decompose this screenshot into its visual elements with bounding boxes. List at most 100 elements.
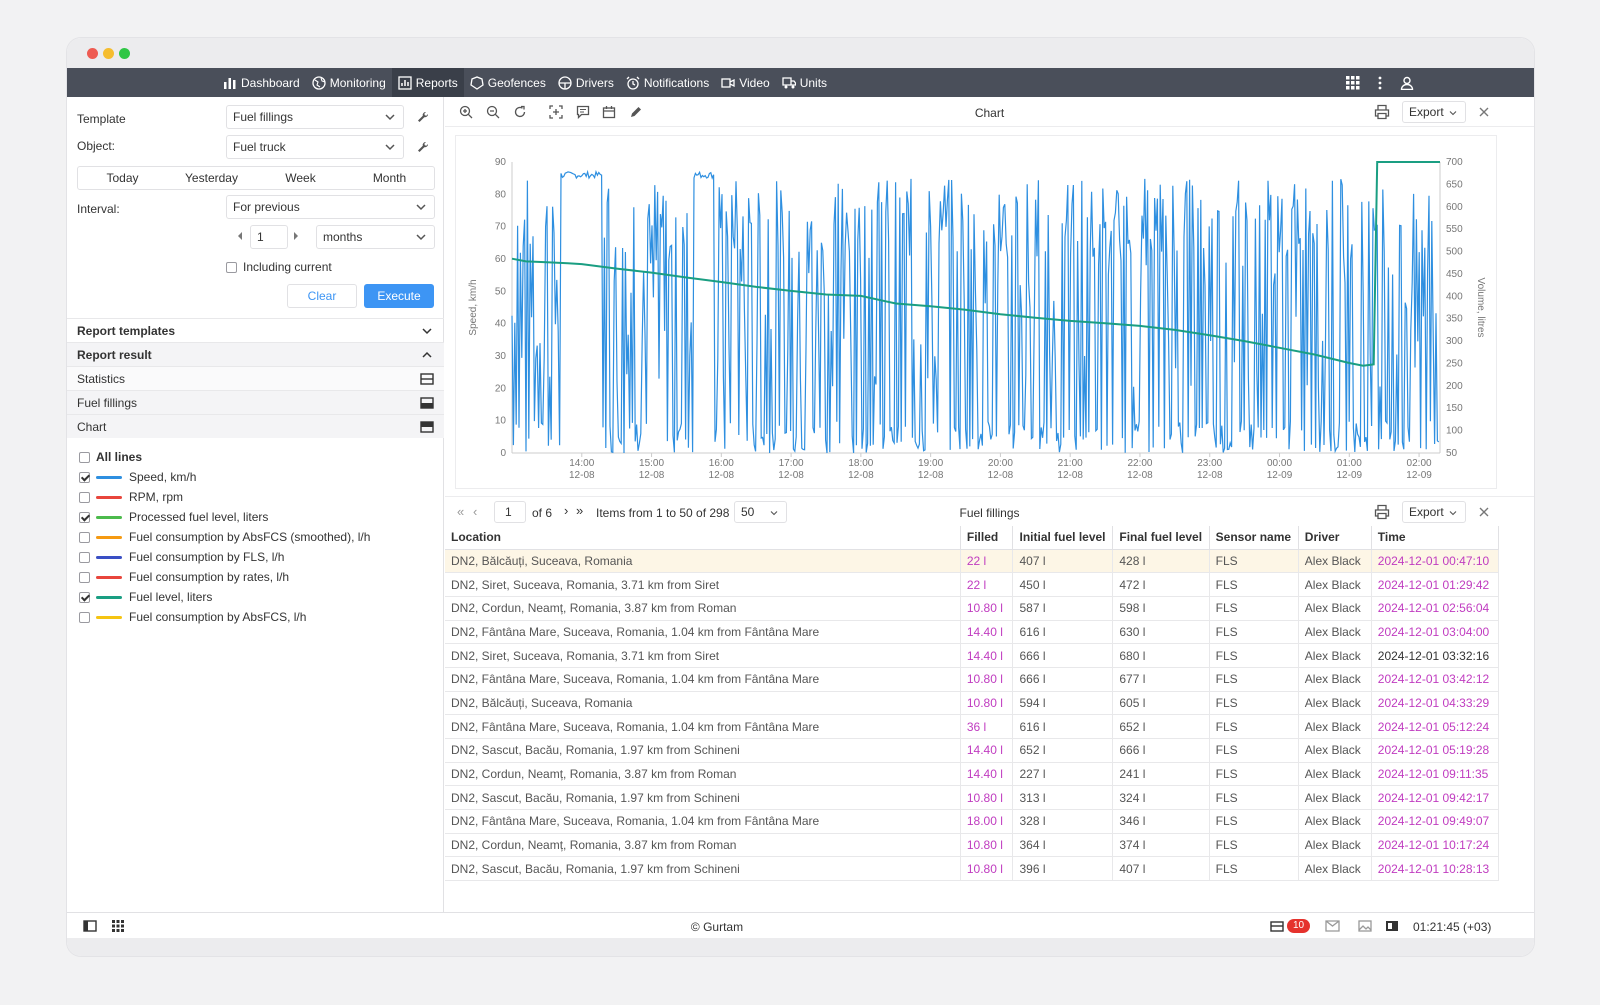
table-row[interactable]: DN2, Fântâna Mare, Suceava, Romania, 1.0… <box>445 714 1500 739</box>
table-view-icon[interactable] <box>420 373 434 385</box>
inbox-icon[interactable] <box>1270 921 1284 932</box>
legend-checkbox[interactable] <box>79 571 90 583</box>
top-panel-icon[interactable] <box>420 421 434 433</box>
first-page-icon[interactable]: « <box>457 504 465 519</box>
fuel-fillings-item[interactable]: Fuel fillings <box>67 390 444 414</box>
interval-select[interactable]: For previous <box>226 195 435 219</box>
legend-item[interactable]: Fuel consumption by AbsFCS, l/h <box>79 609 306 625</box>
legend-item[interactable]: Fuel consumption by rates, l/h <box>79 569 289 585</box>
image-icon[interactable] <box>1358 920 1372 932</box>
column-header[interactable]: Time <box>1371 526 1500 550</box>
next-page-icon[interactable]: › <box>564 503 569 518</box>
nav-item-monitoring[interactable]: Monitoring <box>306 68 392 97</box>
nav-item-drivers[interactable]: Drivers <box>552 68 620 97</box>
sidebar-toggle-icon[interactable] <box>83 920 97 932</box>
prev-page-icon[interactable]: ‹ <box>473 504 478 519</box>
legend-item[interactable]: RPM, rpm <box>79 489 183 505</box>
table-row[interactable]: DN2, Fântâna Mare, Suceava, Romania, 1.0… <box>445 667 1500 692</box>
table-row[interactable]: DN2, Bălcăuți, Suceava, Romania 10.80 l 59… <box>445 691 1500 716</box>
report-result-section[interactable]: Report result <box>67 342 444 366</box>
notification-badge[interactable]: 10 <box>1287 919 1311 933</box>
legend-checkbox[interactable] <box>79 531 90 543</box>
column-header[interactable]: Sensor name <box>1209 526 1299 550</box>
including-current-checkbox[interactable] <box>226 261 237 273</box>
legend-item[interactable]: Fuel consumption by FLS, l/h <box>79 549 284 565</box>
per-page-select[interactable]: 50 <box>734 501 787 523</box>
object-select[interactable]: Fuel truck <box>226 135 404 159</box>
close-window-dot[interactable] <box>87 48 98 59</box>
chart-item[interactable]: Chart <box>67 414 444 438</box>
print-icon[interactable] <box>1374 504 1390 520</box>
legend-checkbox[interactable] <box>79 491 90 503</box>
interval-unit-select[interactable]: months <box>316 225 435 249</box>
period-today[interactable]: Today <box>106 171 139 185</box>
nav-item-video[interactable]: Video <box>715 68 775 97</box>
pencil-icon[interactable] <box>629 105 643 119</box>
nav-item-reports[interactable]: Reports <box>391 68 464 97</box>
print-icon[interactable] <box>1374 104 1390 120</box>
monitor-icon[interactable] <box>1385 920 1399 932</box>
table-row[interactable]: DN2, Sascut, Bacău, Romania, 1.97 km fro… <box>445 785 1500 811</box>
minimize-window-dot[interactable] <box>103 48 114 59</box>
table-row[interactable]: DN2, Siret, Suceava, Romania, 3.71 km fr… <box>445 572 1500 597</box>
legend-checkbox[interactable] <box>79 511 90 523</box>
legend-checkbox[interactable] <box>79 551 90 563</box>
fuel-speed-chart[interactable]: 0 10 20 30 40 50 60 70 80 90 50 100 150 200 250 300 350 4… <box>456 136 1496 488</box>
increment-arrow-icon[interactable] <box>293 232 299 240</box>
all-lines-toggle[interactable]: All lines <box>79 449 142 465</box>
maximize-window-dot[interactable] <box>119 48 130 59</box>
legend-item[interactable]: Processed fuel level, liters <box>79 509 268 525</box>
zoom-in-icon[interactable] <box>459 105 473 119</box>
calendar-icon[interactable] <box>602 105 616 119</box>
apps-grid-icon[interactable] <box>112 920 124 932</box>
more-vertical-icon[interactable] <box>1378 76 1382 90</box>
bottom-panel-icon[interactable] <box>420 397 434 409</box>
user-icon[interactable] <box>1400 76 1414 90</box>
table-row[interactable]: DN2, Sascut, Bacău, Romania, 1.97 km fro… <box>445 856 1500 882</box>
including-current-row[interactable]: Including current <box>226 260 332 274</box>
template-select[interactable]: Fuel fillings <box>226 105 404 129</box>
table-row[interactable]: DN2, Fântâna Mare, Suceava, Romania, 1.0… <box>445 809 1500 834</box>
comment-icon[interactable] <box>576 105 590 119</box>
period-month[interactable]: Month <box>372 171 407 185</box>
table-row[interactable]: DN2, Cordun, Neamț, Romania, 3.87 km fro… <box>445 833 1500 858</box>
table-row[interactable]: DN2, Sascut, Bacău, Romania, 1.97 km fro… <box>445 738 1500 763</box>
decrement-arrow-icon[interactable] <box>237 232 243 240</box>
nav-item-units[interactable]: Units <box>776 68 833 97</box>
legend-checkbox[interactable] <box>79 471 90 483</box>
last-page-icon[interactable]: » <box>576 503 584 518</box>
all-lines-checkbox[interactable] <box>79 451 90 463</box>
period-week[interactable]: Week <box>285 171 316 185</box>
table-export-button[interactable]: Export <box>1402 501 1466 523</box>
column-header[interactable]: Initial fuel level <box>1012 526 1114 550</box>
legend-item[interactable]: Fuel consumption by AbsFCS (smoothed), l… <box>79 529 370 545</box>
legend-checkbox[interactable] <box>79 611 90 623</box>
table-row[interactable]: DN2, Cordun, Neamț, Romania, 3.87 km fro… <box>445 762 1500 787</box>
legend-item[interactable]: Fuel level, liters <box>79 589 212 605</box>
legend-checkbox[interactable] <box>79 591 90 603</box>
close-icon[interactable] <box>1479 507 1489 517</box>
wrench-icon[interactable] <box>417 141 429 153</box>
period-yesterday[interactable]: Yesterday <box>185 171 238 185</box>
table-row[interactable]: DN2, Fântâna Mare, Suceava, Romania, 1.0… <box>445 620 1500 645</box>
apps-grid-icon[interactable] <box>1346 75 1360 90</box>
report-templates-section[interactable]: Report templates <box>67 318 444 342</box>
nav-item-dashboard[interactable]: Dashboard <box>217 68 306 97</box>
column-header[interactable]: Location <box>445 526 961 550</box>
nav-item-notifications[interactable]: Notifications <box>620 68 715 97</box>
legend-item[interactable]: Speed, km/h <box>79 469 196 485</box>
chart-area[interactable]: 0 10 20 30 40 50 60 70 80 90 50 100 150 200 250 300 350 4… <box>455 135 1497 489</box>
table-row[interactable]: DN2, Bălcăuți, Suceava, Romania 22 l 407 l… <box>445 549 1500 574</box>
interval-count-input[interactable]: 1 <box>250 225 288 249</box>
column-header[interactable]: Filled <box>960 526 1014 550</box>
chart-export-button[interactable]: Export <box>1402 101 1466 123</box>
wrench-icon[interactable] <box>417 111 429 123</box>
zoom-out-icon[interactable] <box>486 105 500 119</box>
column-header[interactable]: Driver <box>1298 526 1372 550</box>
mail-icon[interactable] <box>1325 920 1343 932</box>
reset-zoom-icon[interactable] <box>513 105 527 119</box>
statistics-item[interactable]: Statistics <box>67 366 444 390</box>
execute-button[interactable]: Execute <box>364 284 434 308</box>
clear-button[interactable]: Clear <box>287 284 357 308</box>
table-row[interactable]: DN2, Cordun, Neamț, Romania, 3.87 km fro… <box>445 596 1500 621</box>
